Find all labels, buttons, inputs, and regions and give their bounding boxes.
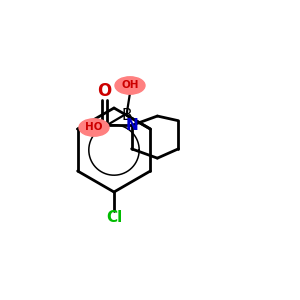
- Text: N: N: [125, 118, 138, 133]
- Text: B: B: [122, 108, 132, 123]
- Text: Cl: Cl: [106, 210, 122, 225]
- Text: HO: HO: [85, 122, 103, 133]
- Text: O: O: [98, 82, 112, 100]
- Text: OH: OH: [121, 80, 139, 91]
- Ellipse shape: [79, 119, 109, 136]
- Ellipse shape: [115, 77, 145, 94]
